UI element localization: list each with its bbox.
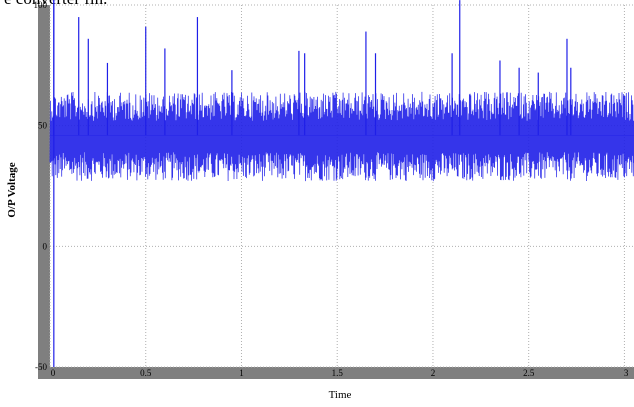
x-axis-band (38, 367, 634, 379)
x-tick-label: 0.5 (140, 368, 152, 378)
x-tick-label: 2.5 (523, 368, 535, 378)
y-tick-label: -50 (35, 362, 47, 372)
y-axis-band (38, 5, 50, 377)
tick-labels: -50 0 50 100 0 0.5 1 1.5 2 2.5 3 (34, 0, 629, 378)
signal-line (49, 91, 634, 182)
x-tick-label: 2 (431, 368, 436, 378)
caption-fragment: e converter fin. (4, 0, 107, 9)
x-tick-label: 1.5 (332, 368, 344, 378)
x-tick-label: 3 (624, 368, 629, 378)
x-tick-label: 1 (239, 368, 244, 378)
y-tick-label: 50 (38, 121, 48, 131)
signal-series (49, 0, 634, 367)
plot-area (50, 5, 634, 367)
y-tick-label: 100 (34, 0, 48, 10)
x-tick-label: 0 (51, 368, 56, 378)
x-axis-label: Time (328, 389, 352, 401)
y-tick-label: 0 (43, 241, 48, 251)
